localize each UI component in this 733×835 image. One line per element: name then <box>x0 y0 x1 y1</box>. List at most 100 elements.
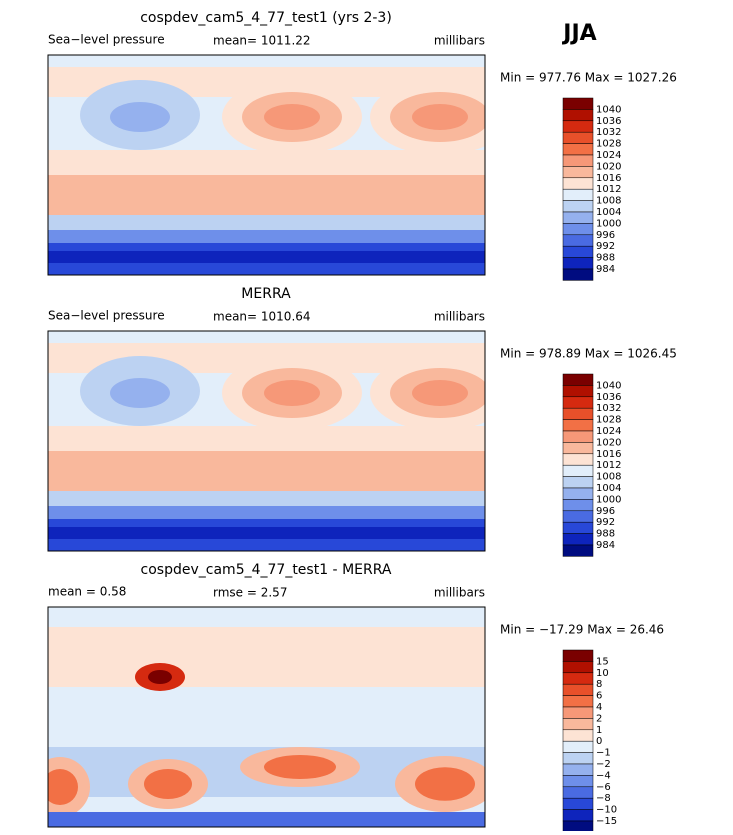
colorbar-box <box>562 177 594 190</box>
colorbar-box <box>562 786 594 799</box>
colorbar-box <box>562 729 594 742</box>
colorbar-box <box>562 385 594 398</box>
center-label: mean= 1011.22 <box>213 34 311 48</box>
band <box>48 175 485 215</box>
colorbar-box <box>562 718 594 731</box>
colorbar-label: 996 <box>596 506 615 517</box>
map <box>47 330 486 552</box>
colorbar-box <box>562 649 594 662</box>
colorbar-label: 1024 <box>596 150 621 161</box>
left-label: mean = 0.58 <box>48 585 126 599</box>
band <box>48 451 485 491</box>
colorbar-label: 6 <box>596 691 602 702</box>
colorbar-label: 1036 <box>596 392 621 403</box>
colorbar-label: 1032 <box>596 403 621 414</box>
colorbar-label: 1024 <box>596 426 621 437</box>
colorbar-box <box>562 268 594 281</box>
colorbar-label: −1 <box>596 748 611 759</box>
colorbar-label: 15 <box>596 656 609 667</box>
colorbar-label: 1008 <box>596 196 621 207</box>
colorbar-box <box>562 407 594 420</box>
anom <box>148 670 172 684</box>
colorbar-label: 1020 <box>596 437 621 448</box>
colorbar-box <box>562 820 594 833</box>
colorbar-box <box>562 442 594 455</box>
colorbar-box <box>562 223 594 236</box>
colorbar-box <box>562 257 594 270</box>
colorbar-label: 992 <box>596 241 615 252</box>
band <box>48 506 485 521</box>
colorbar-label: 1040 <box>596 104 621 115</box>
colorbar-box <box>562 200 594 213</box>
colorbar-label: −15 <box>596 816 617 827</box>
colorbar-box <box>562 683 594 696</box>
high <box>412 104 468 130</box>
colorbar-box <box>562 245 594 258</box>
units: millibars <box>434 586 485 600</box>
colorbar-label: 1020 <box>596 161 621 172</box>
colorbar-box <box>562 661 594 674</box>
colorbar-box <box>562 430 594 443</box>
colorbar-label: 1028 <box>596 415 621 426</box>
season: JJA <box>561 21 596 46</box>
colorbar-box <box>562 166 594 179</box>
colorbar-label: 0 <box>596 736 602 747</box>
colorbar-label: 996 <box>596 230 615 241</box>
colorbar-box <box>562 419 594 432</box>
map-frame <box>47 330 486 552</box>
colorbar-label: 1012 <box>596 460 621 471</box>
colorbar-label: 1036 <box>596 116 621 127</box>
low <box>110 102 170 132</box>
colorbar-label: 8 <box>596 679 602 690</box>
min-max: Min = 977.76 Max = 1027.26 <box>500 71 677 85</box>
map <box>47 606 486 828</box>
colorbar-box <box>562 752 594 765</box>
anom <box>264 755 336 779</box>
panel-title: cospdev_cam5_4_77_test1 (yrs 2-3) <box>140 10 392 26</box>
colorbar-box <box>562 154 594 167</box>
colorbar-box <box>562 775 594 788</box>
colorbar-box <box>562 453 594 466</box>
map-frame <box>47 54 486 276</box>
colorbar-box <box>562 188 594 201</box>
colorbar-label: 10 <box>596 668 609 679</box>
min-max: Min = −17.29 Max = 26.46 <box>500 623 664 637</box>
colorbar-label: −8 <box>596 793 611 804</box>
colorbar-label: 1004 <box>596 207 621 218</box>
left-label: Sea−level pressure <box>48 309 165 323</box>
colorbar-label: 1004 <box>596 483 621 494</box>
center-label: rmse = 2.57 <box>213 586 287 600</box>
field <box>48 607 485 827</box>
colorbar-box <box>562 499 594 512</box>
colorbar-label: 1 <box>596 725 602 736</box>
band <box>48 627 485 687</box>
left-label: Sea−level pressure <box>48 33 165 47</box>
colorbar-label: −2 <box>596 759 611 770</box>
colorbar-box <box>562 521 594 534</box>
colorbar-label: 984 <box>596 264 615 275</box>
panel-title: MERRA <box>241 286 291 302</box>
colorbar-box <box>562 510 594 523</box>
colorbar-box <box>562 396 594 409</box>
min-max: Min = 978.89 Max = 1026.45 <box>500 347 677 361</box>
colorbar-box <box>562 695 594 708</box>
colorbar-label: 1000 <box>596 218 621 229</box>
colorbar-box <box>562 544 594 557</box>
colorbar-box <box>562 706 594 719</box>
colorbar-box <box>562 809 594 822</box>
colorbar-label: 4 <box>596 702 602 713</box>
anom <box>415 767 475 801</box>
field <box>48 331 485 551</box>
colorbar-label: 988 <box>596 253 615 264</box>
colorbar-label: 1008 <box>596 472 621 483</box>
colorbar-label: −10 <box>596 805 617 816</box>
colorbar-label: 988 <box>596 529 615 540</box>
colorbar-box <box>562 143 594 156</box>
colorbar-box <box>562 131 594 144</box>
colorbar-label: −4 <box>596 770 611 781</box>
band <box>48 812 485 827</box>
center-label: mean= 1010.64 <box>213 310 311 324</box>
colorbar-label: 1012 <box>596 184 621 195</box>
colorbar-label: 2 <box>596 713 602 724</box>
colorbar-box <box>562 373 594 386</box>
